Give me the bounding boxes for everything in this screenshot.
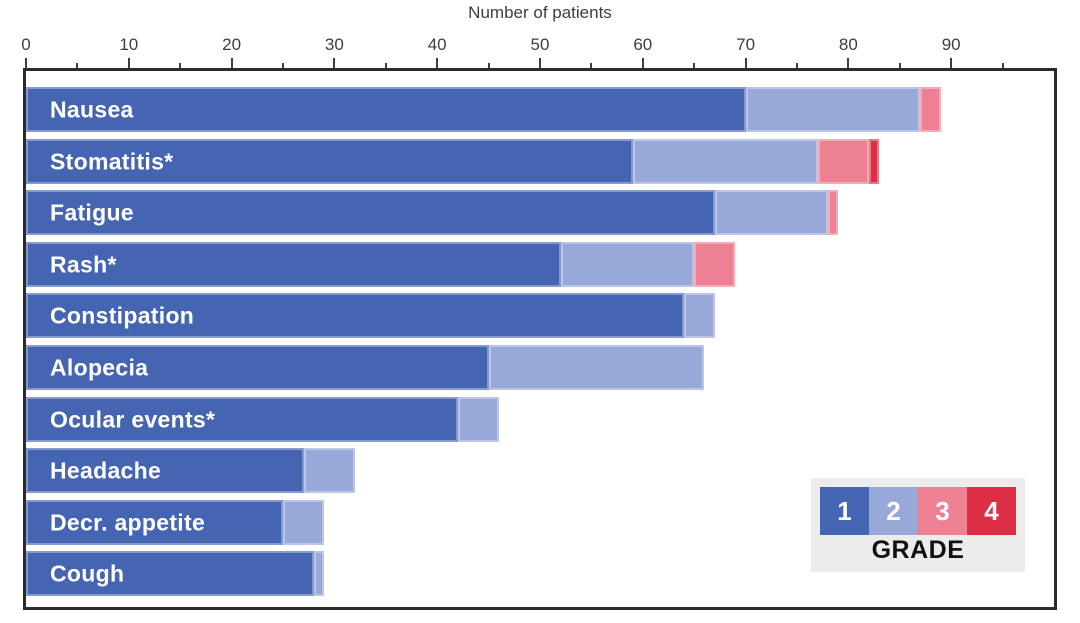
legend-swatch-grade-3: 3 (918, 487, 967, 535)
bar-segment-grade-2 (303, 448, 355, 493)
legend-swatch-grade-2: 2 (869, 487, 918, 535)
axis-tick-minor (898, 63, 901, 68)
bar-segment-grade-2 (560, 242, 695, 287)
axis-tick-minor (796, 63, 798, 68)
bar-segment-grade-4 (868, 139, 880, 184)
bar-row: Fatigue (26, 190, 839, 235)
legend-title: GRADE (871, 536, 965, 564)
legend-swatch-grade-1: 1 (820, 487, 869, 535)
axis-tick-minor (179, 63, 182, 68)
bar-segment-grade-2 (683, 293, 715, 338)
bar-segment-grade-1 (26, 190, 715, 235)
bar-row: Decr. appetite (26, 500, 325, 545)
axis-tick-minor (487, 63, 490, 68)
bar-segment-grade-2 (282, 500, 325, 545)
bar-segment-grade-2 (632, 139, 818, 184)
axis-tick-major (539, 58, 541, 68)
bar-category-label: Cough (50, 560, 125, 586)
bar-segment-grade-3 (827, 190, 839, 235)
axis-tick-major (25, 58, 27, 68)
bar-row: Cough (26, 551, 325, 596)
axis-tick-minor (590, 63, 593, 68)
bar-segment-grade-1 (26, 87, 746, 132)
bar-category-label: Stomatitis* (50, 148, 174, 174)
bar-segment-grade-1 (26, 500, 283, 545)
bar-category-label: Nausea (50, 96, 134, 122)
axis-tick-minor (693, 63, 696, 68)
axis-tick-major (230, 58, 233, 68)
bar-category-label: Constipation (50, 302, 195, 328)
axis-tick-major (847, 58, 850, 68)
axis-tick-label: 90 (941, 35, 961, 54)
bar-category-label: Fatigue (50, 199, 134, 225)
bar-row: Alopecia (26, 345, 705, 390)
bar-segment-grade-3 (817, 139, 869, 184)
bar-segment-grade-3 (694, 242, 736, 287)
axis-tick-major (127, 58, 130, 68)
bar-segment-grade-1 (26, 397, 458, 442)
axis-tick-minor (1001, 63, 1004, 68)
bar-segment-grade-1 (26, 139, 633, 184)
bar-segment-grade-1 (26, 242, 561, 287)
axis-tick-major (436, 58, 439, 68)
axis-tick-major (744, 58, 747, 68)
bar-segment-grade-1 (26, 345, 489, 390)
bar-segment-grade-1 (26, 293, 684, 338)
axis-tick-label: 80 (838, 35, 858, 54)
bar-row: Constipation (26, 293, 715, 338)
axis-tick-label: 50 (530, 35, 550, 54)
bar-category-label: Ocular events* (50, 406, 216, 432)
axis-tick-label: 30 (324, 35, 344, 54)
bar-row: Stomatitis* (26, 139, 880, 184)
bar-category-label: Decr. appetite (50, 509, 206, 535)
bar-segment-grade-1 (26, 448, 304, 493)
bar-segment-grade-2 (714, 190, 828, 235)
axis-tick-major (641, 58, 644, 68)
axis-tick-label: 20 (222, 35, 242, 54)
axis-tick-label: 60 (633, 35, 653, 54)
bar-category-label: Headache (50, 457, 162, 483)
axis-tick-label: 0 (21, 35, 31, 54)
bar-row: Nausea (26, 87, 941, 132)
bar-segment-grade-2 (745, 87, 921, 132)
bar-segment-grade-2 (488, 345, 705, 390)
x-axis: 0 10 20 30 40 50 60 70 80 90 (21, 28, 1054, 68)
bar-row: Rash* (26, 242, 736, 287)
axis-tick-minor (76, 63, 79, 68)
bar-segment-grade-3 (920, 87, 941, 132)
axis-tick-major (950, 58, 953, 68)
axis-title: Number of patients (468, 3, 612, 22)
bar-category-label: Rash* (50, 251, 117, 277)
axis-tick-label: 40 (427, 35, 447, 54)
axis-tick-label: 70 (736, 35, 756, 54)
bar-segment-grade-2 (457, 397, 499, 442)
bar-category-label: Alopecia (50, 354, 149, 380)
axis-tick-minor (384, 63, 387, 68)
axis-tick-minor (282, 63, 284, 68)
bar-row: Ocular events* (26, 397, 499, 442)
axis-tick-major (333, 58, 336, 68)
legend-swatch-grade-4: 4 (967, 487, 1016, 535)
bar-row: Headache (26, 448, 355, 493)
axis-tick-label: 10 (119, 35, 139, 54)
bar-segment-grade-2 (313, 551, 325, 596)
bar-segment-grade-1 (26, 551, 314, 596)
